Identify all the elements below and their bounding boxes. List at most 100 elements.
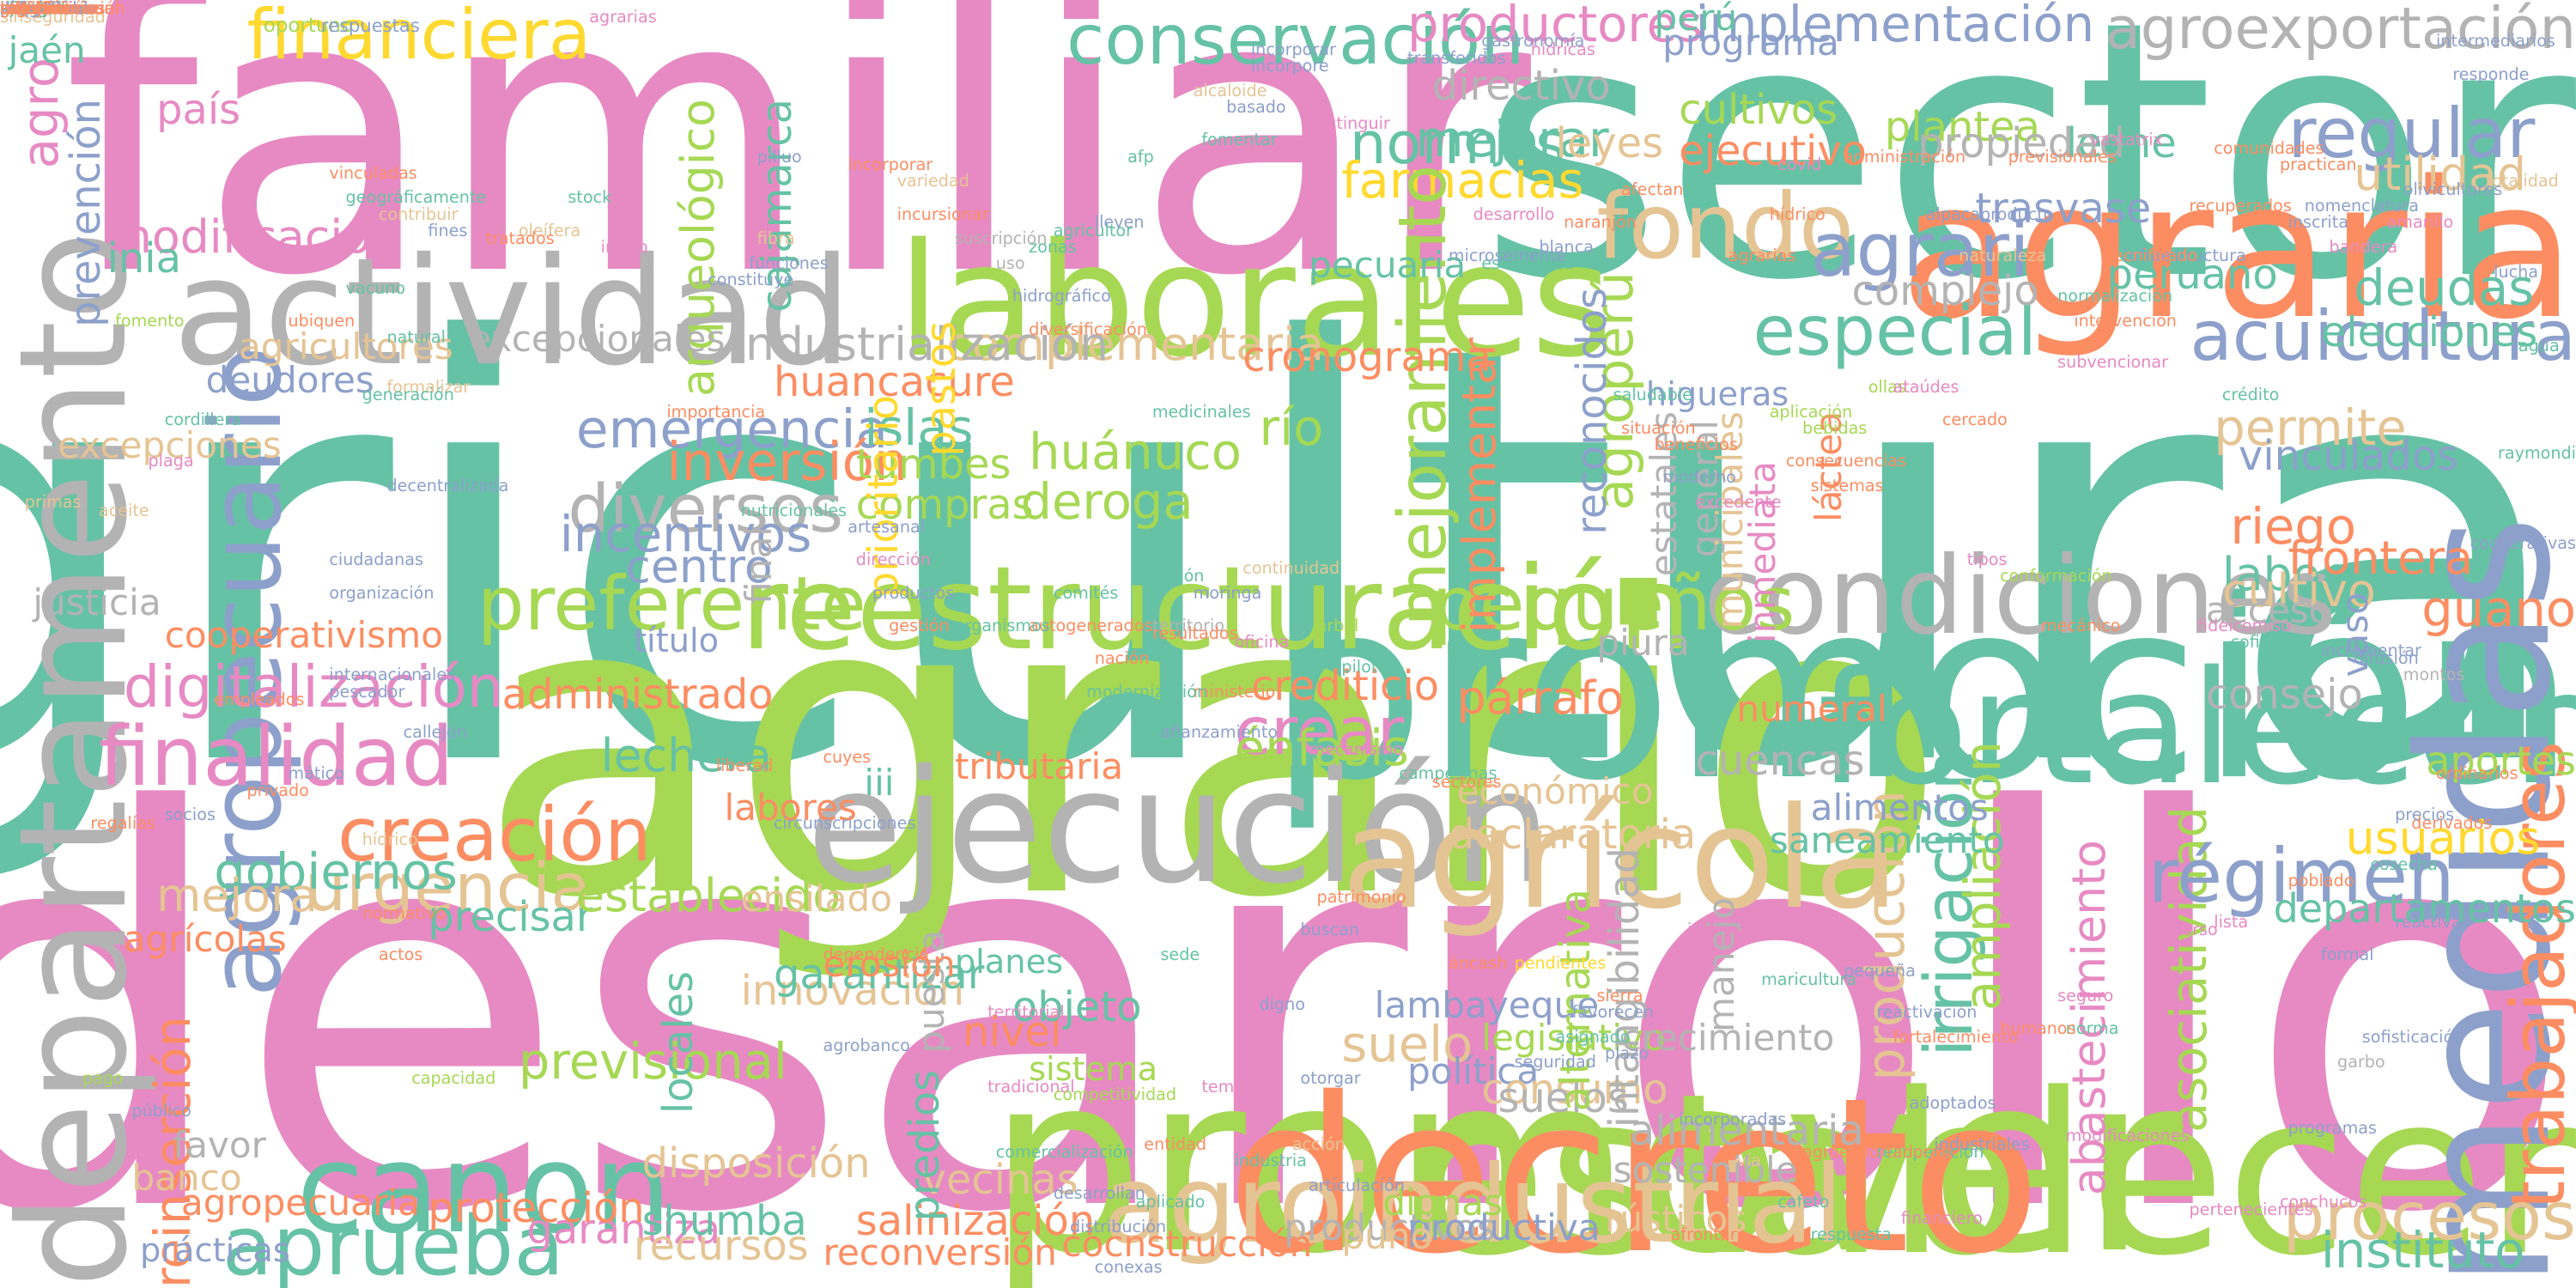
cloud-word: intermediarios	[2436, 31, 2555, 52]
cloud-word: financiero	[1901, 1207, 1983, 1228]
cloud-word: incrementar	[2320, 640, 2421, 660]
cloud-word: mejorar	[1415, 111, 1609, 169]
cloud-word: seguridad	[1514, 1051, 1596, 1072]
cloud-word: huacar	[0, 0, 58, 18]
cloud-word: reestructuración	[740, 541, 1692, 677]
cloud-word: shumba	[641, 1198, 807, 1246]
cloud-word: cocnstrucción	[1061, 1223, 1313, 1266]
cloud-word: transformación	[0, 0, 125, 18]
cloud-word: reactivación	[1876, 1002, 1978, 1023]
cloud-word: pago	[82, 1068, 124, 1088]
cloud-word: suelos	[1498, 1074, 1629, 1122]
cloud-word: sector	[1478, 0, 2576, 359]
cloud-word: permita	[0, 0, 64, 18]
cloud-word: llamar	[0, 0, 52, 18]
cloud-word: alaplado	[0, 0, 70, 18]
cloud-word: cafetaleros	[0, 0, 92, 18]
cloud-word: nación	[1094, 648, 1150, 669]
cloud-word: funciones	[749, 253, 829, 274]
cloud-word: seguro	[2057, 986, 2114, 1006]
cloud-word: cofide	[2230, 632, 2281, 653]
cloud-word: circunscripciones	[773, 812, 916, 833]
cloud-word: labores	[724, 787, 857, 829]
cloud-word: agroexportación	[2105, 0, 2576, 62]
cloud-word: incentivos	[559, 506, 812, 564]
cloud-word: acción	[1291, 1133, 1346, 1154]
cloud-word: agricultores	[238, 325, 453, 368]
cloud-word: programas	[2287, 1117, 2378, 1138]
cloud-word: totalidad	[2485, 171, 2559, 191]
cloud-word: río	[1259, 398, 1324, 457]
cloud-word: alimentaria	[1629, 1107, 1864, 1155]
cloud-word: pequeña	[1843, 961, 1916, 981]
cloud-word: campesinas	[1399, 763, 1498, 784]
cloud-word: estratégica	[1481, 253, 1575, 274]
cloud-word: resultados	[1151, 623, 1238, 644]
cloud-word: iniciativas	[0, 0, 83, 18]
cloud-word: canon	[296, 1117, 672, 1261]
cloud-word: lucha	[2494, 261, 2539, 282]
cloud-word: implementación	[1695, 0, 2095, 53]
cloud-word: jaén	[8, 29, 86, 72]
cloud-word: basado	[1226, 97, 1286, 118]
cloud-word: montos	[2403, 665, 2465, 685]
cloud-word: cooperativas	[2470, 533, 2576, 553]
cloud-word: afp	[1127, 146, 1154, 167]
cloud-word: gambrio	[0, 0, 69, 18]
cloud-word: afectados	[0, 0, 81, 18]
cloud-word: consumo	[1481, 1066, 1668, 1114]
cloud-word: humanos	[2000, 1018, 2076, 1039]
cloud-word: mático	[288, 763, 344, 784]
cloud-word: rústicos	[1605, 1198, 1747, 1241]
cloud-word: respuestas	[320, 15, 420, 37]
cloud-word: mecanismo	[1308, 738, 1404, 759]
cloud-word: fibra	[756, 228, 795, 249]
cloud-word: inversión	[666, 431, 908, 493]
cloud-word: disposición	[641, 1140, 871, 1188]
cloud-word: patrimonio	[1316, 887, 1406, 908]
cloud-word: recuperación	[1876, 1142, 1984, 1163]
cloud-word: ejecución	[806, 736, 1552, 919]
cloud-word: tallero	[0, 0, 52, 18]
cloud-word: integración	[0, 0, 94, 18]
cloud-word: enfoques	[0, 0, 76, 18]
cloud-word: tubulaciones	[0, 0, 106, 18]
cloud-word: autorice	[0, 0, 68, 18]
cloud-word: legislativo	[1481, 1017, 1666, 1060]
cloud-word: acogió	[0, 0, 55, 18]
cloud-word: previsional	[518, 1032, 787, 1091]
cloud-word: pecuaria	[1308, 243, 1467, 286]
cloud-word: lechera	[600, 728, 773, 783]
cloud-word: agua	[2518, 335, 2560, 355]
cloud-word: afrontar	[1670, 1224, 1737, 1245]
cloud-word: higueras	[1645, 374, 1789, 414]
cloud-word: dignas	[1382, 1182, 1503, 1224]
cloud-word: tradicional	[987, 1076, 1075, 1097]
cloud-word: programa	[1662, 21, 1839, 64]
cloud-word: tipos	[1966, 550, 2008, 570]
cloud-word: crear	[1234, 693, 1405, 770]
cloud-word: formalizar	[386, 376, 471, 397]
cloud-word: artesanal	[848, 516, 926, 537]
cloud-word: mejoramiento	[1384, 164, 1461, 626]
cloud-word: salinización	[855, 1198, 1096, 1246]
cloud-word: centro	[625, 538, 773, 593]
cloud-word: industrialización	[732, 316, 1109, 371]
cloud-word: lista	[2214, 911, 2249, 932]
cloud-word: conexas	[1094, 1257, 1163, 1278]
cloud-word: gestión	[889, 615, 950, 635]
cloud-word: alpacaproducto	[1925, 204, 2054, 224]
cloud-word: subvencionar	[2057, 352, 2169, 373]
cloud-word: contribuir	[378, 204, 459, 224]
cloud-word: agroexportadoras	[1802, 1142, 1949, 1163]
cloud-word: internacionales	[329, 665, 456, 685]
cloud-word: laborales	[896, 209, 1613, 392]
cloud-word: ataúdes	[1893, 376, 1959, 397]
cloud-word: banco	[131, 1157, 242, 1200]
cloud-word: precisar	[428, 893, 593, 941]
cloud-word: oficina	[1234, 632, 1290, 653]
cloud-word: autorizar	[0, 0, 74, 18]
cloud-word: agrari	[1810, 208, 2030, 295]
cloud-word: ordinarios	[2436, 763, 2518, 784]
cloud-word: formal	[2320, 945, 2374, 965]
